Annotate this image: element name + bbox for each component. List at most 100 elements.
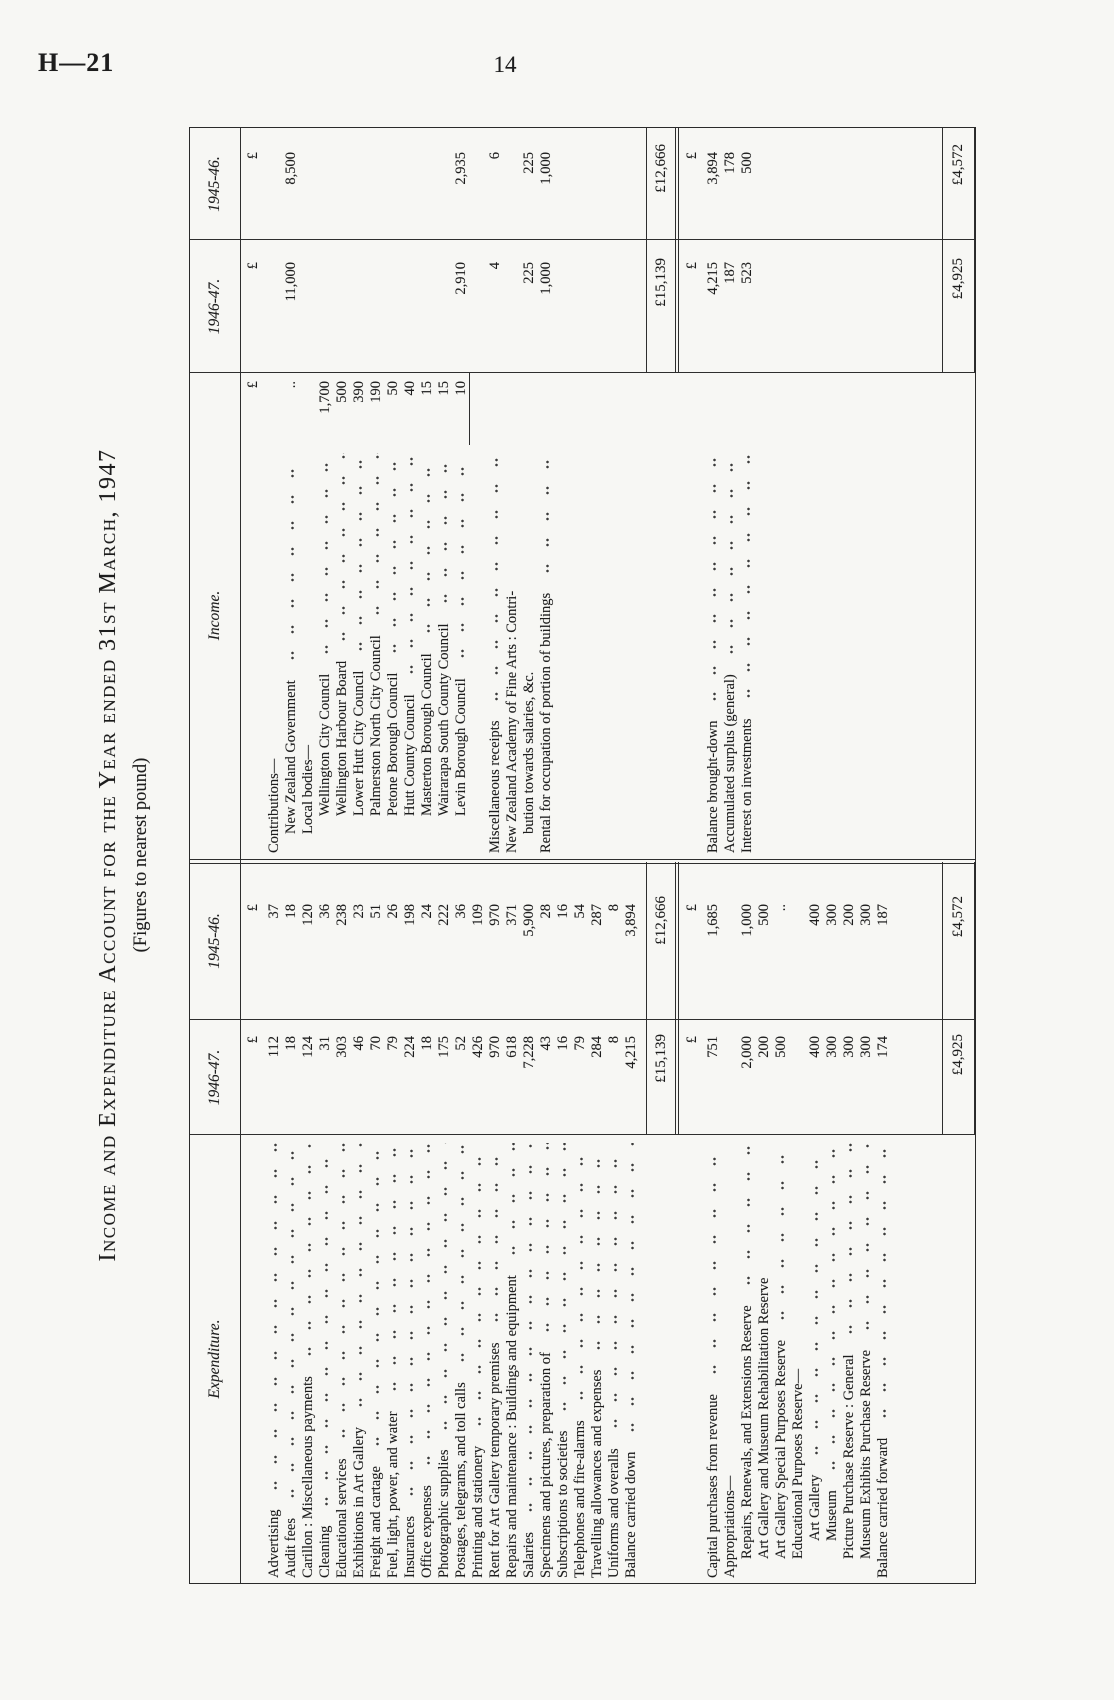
total-1945-46: £12,666 [646,128,679,240]
cell-1946-47: 426 [470,1036,486,1058]
pound-sign: £ [684,1036,700,1044]
cell-1946-47: 284 [589,1036,605,1058]
table-row: Interest on investments 523 500 [739,128,756,858]
cell-1945-46 [722,862,739,1020]
row-label-text: Art Gallery [807,1474,823,1541]
table-row: Telephones and fire-alarms 79 54 [572,862,589,1583]
cell-1946-47: 500 [773,1036,789,1058]
income-section2-rows: Balance brought-down 4,215 3,894 Accumulate… [705,128,756,858]
cell-local-body-amount [266,373,283,445]
page-number: 14 [493,52,517,77]
year-1946-47-column-header: 1946-47. [206,278,223,335]
table-row: Photographic supplies 175 222 [436,862,453,1583]
cell-1946-47 [266,240,283,373]
dot-leader [876,1143,891,1431]
row-label: Interest on investments [739,445,756,858]
cell-1946-47 [419,240,436,373]
cell-1946-47: 303 [334,1036,350,1058]
cell-1946-47 [368,240,385,373]
dot-leader [352,1143,367,1420]
table-row: Local bodies— [300,128,317,858]
cell-local-body-amount [705,373,722,445]
row-label-text: Photographic supplies [436,1449,452,1578]
cell-1946-47 [722,1020,739,1135]
total-1945-46: £4,572 [942,862,975,1020]
table-row [470,128,487,858]
row-label: Art Gallery Special Purposes Reserve [773,1135,790,1583]
cell-1945-46 [790,862,807,1020]
row-label-text: Printing and stationery [470,1445,486,1578]
cell-1945-46: 300 [824,904,840,926]
row-label: Carillon : Miscellaneous payments [300,1135,317,1583]
row-label: bution towards salaries, &c. [521,445,538,858]
table-row: Educational services 303 238 [334,862,351,1583]
row-label [470,445,487,858]
row-label-text: Museum Exhibits Purchase Reserve [858,1349,874,1559]
row-label: Levin Borough Council [453,445,470,858]
row-label-text: Picture Purchase Reserve : General [841,1354,857,1559]
expenditure-section1-total-row: £15,139 £12,666 [646,862,679,1583]
cell-local-body-amount: 1,700 [317,381,333,414]
table-row: Contributions— [266,128,283,858]
row-label: Repairs, Renewals, and Extensions Reserv… [739,1135,756,1583]
cell-1945-46: 36 [453,904,469,919]
cell-1946-47: 175 [436,1036,452,1058]
pound-sign: £ [684,262,700,270]
total-1945-46: £12,666 [646,862,679,1020]
income-section1: £ £ £ Contributions— New Zealand Governme… [240,128,646,858]
cell-1945-46: 23 [351,904,367,919]
year-1945-46-column-header: 1945-46. [206,913,223,969]
row-label: New Zealand Government [283,445,300,858]
table-row: Wairarapa South County Council 15 [436,128,453,858]
table-row: Miscellaneous receipts 4 6 [487,128,504,858]
total-1946-47: £15,139 [646,240,679,373]
row-label: Lower Hutt City Council [351,445,368,858]
row-label-text: Office expenses [419,1485,435,1578]
cell-1945-46: 18 [283,904,299,919]
row-label-text: Subscriptions to societies [555,1430,571,1578]
row-label: Masterton Borough Council [419,445,436,858]
cell-1946-47: 300 [841,1036,857,1058]
dot-leader [386,1143,401,1405]
dot-leader [590,1143,605,1363]
table-row: Art Gallery 400 400 [807,862,824,1583]
table-row: Hutt County Council 40 [402,128,419,858]
cell-local-body-amount: 190 [368,381,384,403]
cell-1946-47: 4,215 [623,1036,639,1069]
cell-1946-47: 2,000 [739,1036,755,1069]
cell-1945-46: 300 [858,904,874,926]
currency-row: £ £ [679,128,705,858]
doc-reference: H—21 [38,48,115,77]
cell-local-body-amount: 15 [436,381,452,396]
cell-1945-46 [436,128,453,240]
expenditure-header-row: Expenditure. 1946-47. 1945-46. [190,862,240,1583]
table-row: Exhibitions in Art Gallery 46 23 [351,862,368,1583]
cell-1946-47: 970 [487,1036,503,1058]
account-subtitle: (Figures to nearest pound) [131,757,151,953]
cell-1945-46: 287 [589,904,605,926]
cell-1946-47: 1,000 [538,262,554,295]
total-1946-47: £4,925 [942,240,975,373]
table-row: New Zealand Government.. 11,000 8,500 [283,128,300,858]
cell-1946-47: 187 [722,262,738,284]
row-label-text: New Zealand Government [283,680,299,834]
income-header-row: Income. 1946-47. 1945-46. [190,128,240,858]
pound-sign: £ [245,904,261,912]
cell-1945-46: 6 [487,152,503,160]
expenditure-section1: £ £ Advertising 112 37 Audit fees 18 18 Carill… [240,862,646,1583]
cell-1945-46: 5,900 [521,904,537,937]
account-title: Income and Expenditure Account for the Y… [95,448,121,1262]
currency-row: £ £ [240,862,266,1583]
dot-leader [284,453,299,674]
cell-1945-46: 500 [739,152,755,174]
row-label-text: Balance brought-down [705,720,721,853]
row-label-text: Hutt County Council [402,694,418,816]
row-label-text: Specimens and pictures, preparation of [538,1352,554,1578]
cell-1946-47: 225 [521,262,537,284]
cell-1946-47: 18 [419,1036,435,1051]
cell-1945-46: 16 [555,904,571,919]
income-half: Income. 1946-47. 1945-46. £ £ £ Contribu… [190,128,975,858]
dot-leader [706,1143,721,1387]
row-label: Cleaning [317,1135,334,1583]
cell-1946-47: 70 [368,1036,384,1051]
